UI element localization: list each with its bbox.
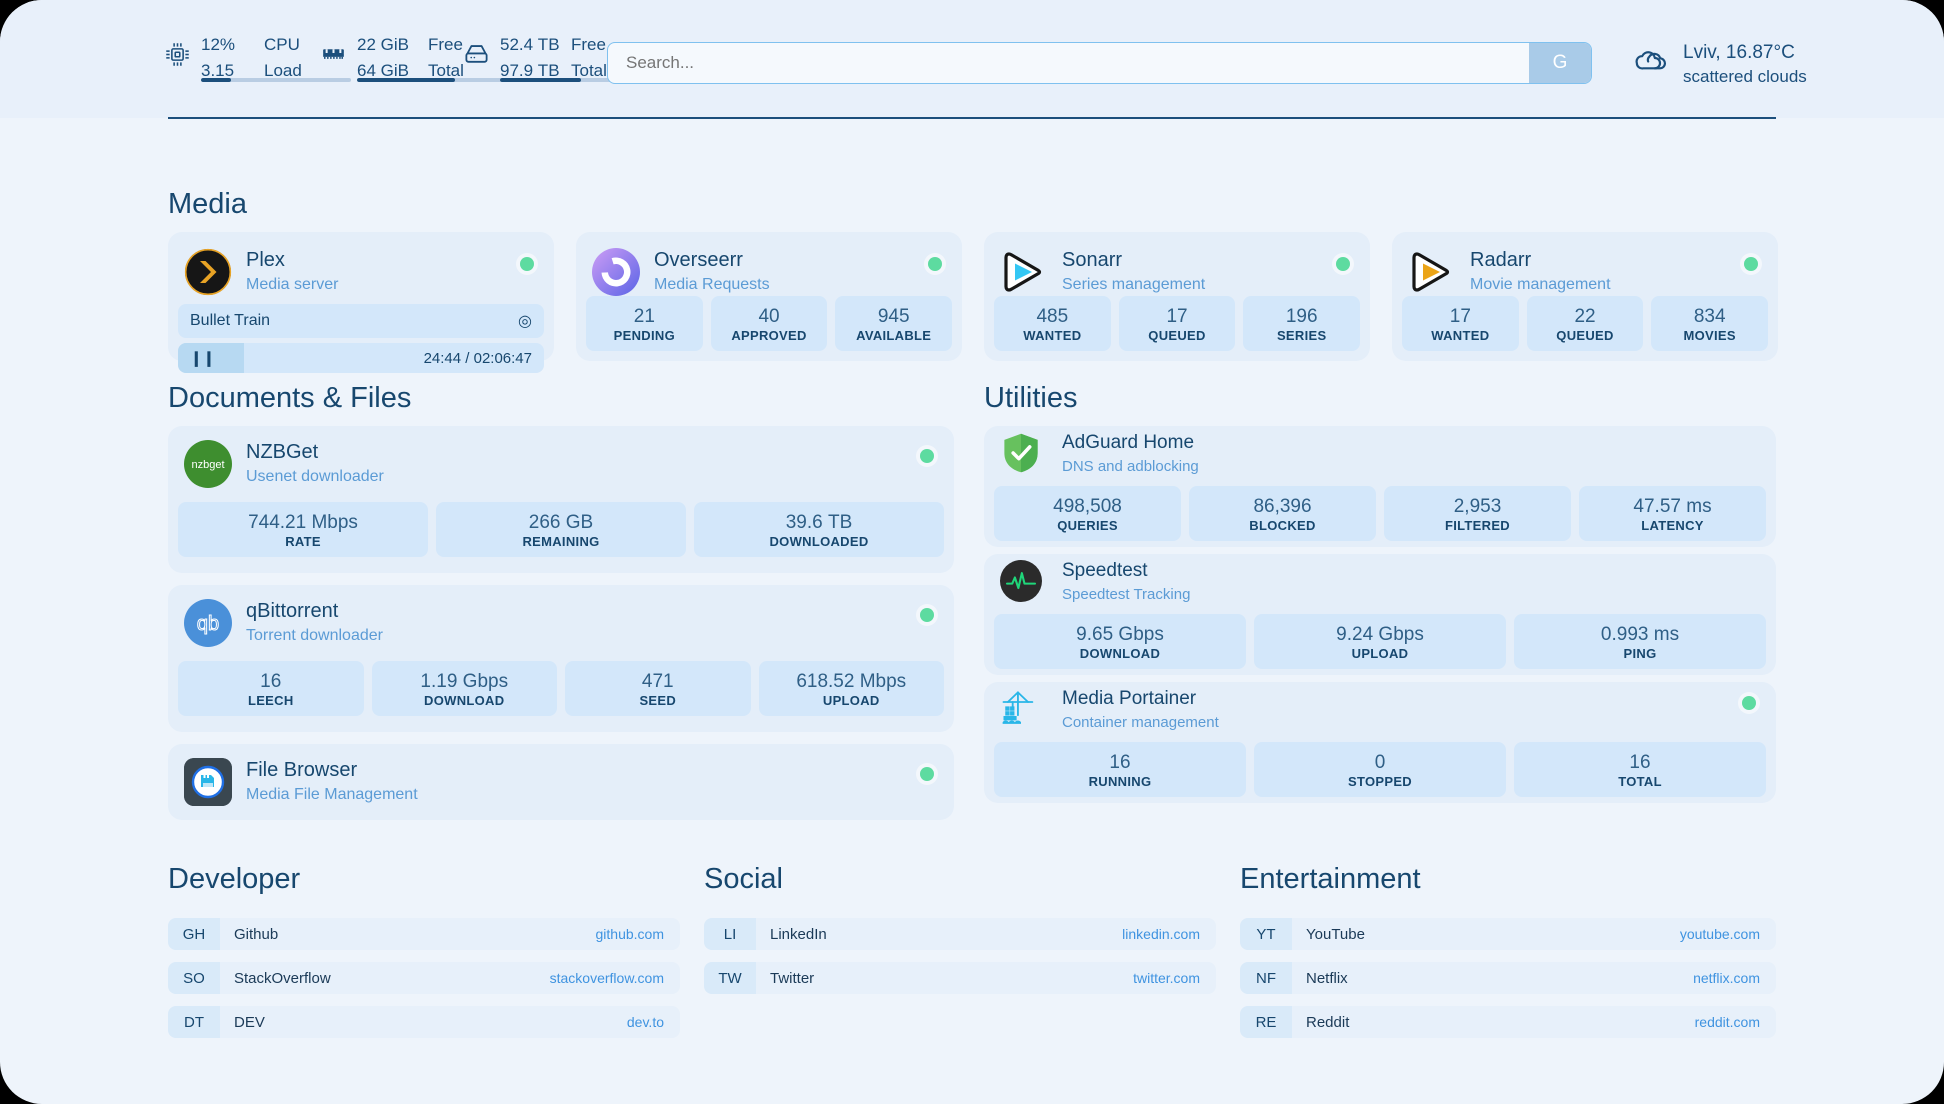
svg-text:qb: qb [197, 613, 219, 635]
svg-text:nzbget: nzbget [191, 459, 224, 471]
